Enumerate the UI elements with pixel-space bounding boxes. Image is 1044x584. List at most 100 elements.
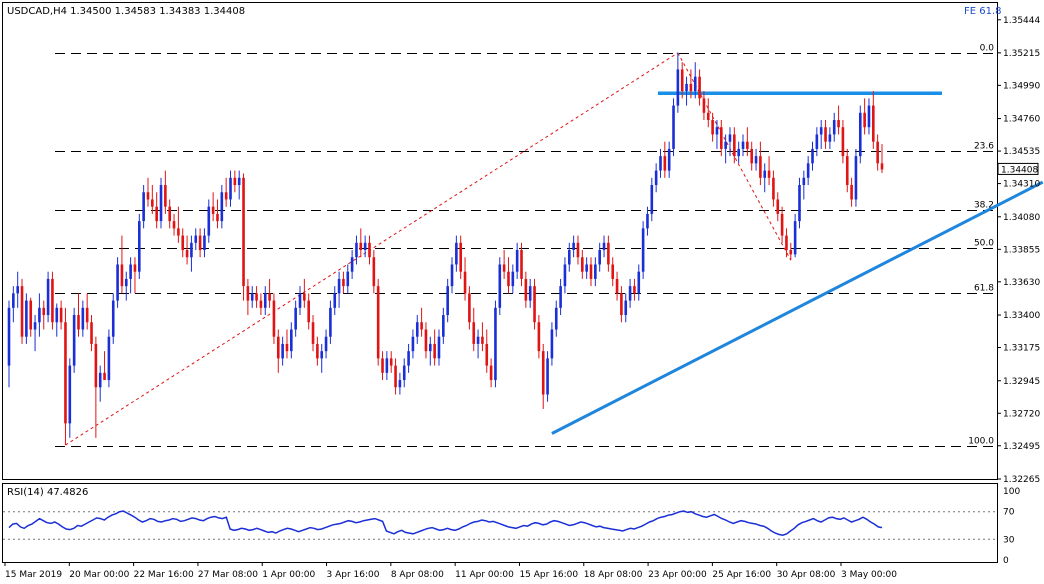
candle-bullish — [763, 170, 767, 178]
candle-bullish — [12, 293, 15, 308]
candle-bearish — [520, 250, 523, 279]
candle-bearish — [472, 322, 476, 344]
candle-bearish — [706, 112, 710, 121]
candle-bullish — [116, 264, 119, 301]
candle-bullish — [828, 134, 832, 142]
candle-bearish — [151, 199, 154, 207]
candle-bullish — [320, 351, 324, 359]
candle-bullish — [572, 242, 575, 251]
candle-bullish — [437, 336, 441, 359]
candle-bullish — [7, 307, 11, 366]
candle-bullish — [628, 286, 632, 301]
candle-bearish — [537, 322, 541, 352]
fib-level-label: 0.0 — [980, 44, 995, 54]
rsi-level-label: 100 — [1003, 487, 1020, 497]
candle-bullish — [203, 235, 206, 251]
candle-bullish — [528, 286, 532, 301]
candle-bullish — [476, 336, 480, 344]
candle-bullish — [385, 358, 389, 373]
candle-bullish — [546, 358, 549, 395]
price-tick-label: 1.34990 — [1003, 81, 1040, 91]
candle-bearish — [468, 293, 471, 323]
candle-bearish — [463, 271, 467, 294]
candle-bearish — [233, 177, 237, 186]
candle-bearish — [789, 250, 793, 255]
support-trendline — [551, 180, 1044, 435]
candle-bullish — [107, 336, 111, 381]
price-panel[interactable] — [2, 2, 998, 480]
candle-bearish — [533, 286, 536, 323]
candle-bearish — [489, 365, 493, 381]
candle-bearish — [845, 156, 849, 186]
candle-bullish — [415, 322, 419, 337]
candle-bearish — [767, 170, 771, 178]
candle-bearish — [94, 343, 98, 388]
candle-bullish — [16, 286, 19, 294]
rsi-indicator: 100 70 30 0 — [3, 487, 1020, 566]
candle-bullish — [398, 380, 402, 388]
candle-bearish — [876, 141, 879, 164]
fibonacci-levels: 0.0 23.6 38.2 50.0 61.8 100.0 — [55, 44, 997, 447]
price-tick-label: 1.32495 — [1003, 442, 1040, 452]
candle-bearish — [680, 69, 684, 92]
candle-bearish — [863, 112, 866, 128]
price-tick-label: 1.35444 — [1003, 16, 1040, 26]
candle-bearish — [689, 83, 693, 92]
candle-bearish — [780, 213, 784, 236]
candle-bearish — [850, 185, 853, 200]
candle-bearish — [85, 307, 89, 323]
candle-bearish — [481, 336, 484, 344]
candle-bullish — [46, 278, 50, 316]
candle-bullish — [659, 156, 662, 171]
candle-bullish — [737, 148, 740, 157]
candle-bearish — [368, 242, 371, 258]
candle-bullish — [598, 250, 601, 265]
candle-bearish — [633, 286, 636, 294]
candle-bearish — [394, 365, 397, 388]
current-price-label: 1.34408 — [1001, 165, 1038, 175]
time-tick-label: 30 Apr 08:00 — [777, 570, 836, 580]
time-tick-label: 22 Mar 16:00 — [134, 570, 194, 580]
candle-bullish — [802, 177, 806, 186]
candle-bearish — [719, 127, 723, 149]
candle-bullish — [754, 156, 758, 164]
candle-bearish — [342, 278, 345, 287]
candle-bearish — [20, 286, 24, 337]
rsi-line — [8, 510, 883, 536]
price-tick-label: 1.34535 — [1003, 147, 1040, 157]
candle-bullish — [724, 141, 727, 149]
price-tick-label: 1.35215 — [1003, 49, 1040, 59]
fib-level-label: 50.0 — [974, 239, 994, 249]
candle-bearish — [224, 192, 228, 200]
candle-bullish — [646, 213, 649, 229]
candle-bearish — [259, 300, 263, 308]
time-tick-label: 23 Apr 00:00 — [648, 570, 707, 580]
price-tick-label: 1.34080 — [1003, 213, 1040, 223]
candle-bearish — [581, 257, 584, 272]
fib-trace-line — [65, 52, 679, 446]
candle-bullish — [111, 300, 115, 337]
candle-bullish — [294, 307, 297, 330]
candle-bearish — [872, 105, 875, 142]
candle-bearish — [785, 235, 788, 251]
candle-bearish — [168, 206, 172, 222]
candle-bullish — [25, 300, 28, 337]
time-tick-label: 11 Apr 00:00 — [455, 570, 514, 580]
candle-bullish — [854, 156, 858, 200]
candle-bearish — [841, 127, 845, 157]
candle-bullish — [137, 221, 141, 272]
time-tick-label: 20 Mar 00:00 — [69, 570, 129, 580]
rsi-panel[interactable] — [2, 483, 998, 563]
candle-bullish — [281, 343, 284, 359]
candle-bullish — [220, 192, 224, 222]
candle-bullish — [355, 242, 358, 258]
candle-bearish — [376, 286, 380, 359]
candle-bearish — [211, 206, 215, 214]
candle-bullish — [98, 372, 102, 388]
candle-bullish — [428, 343, 432, 352]
candle-bullish — [650, 185, 654, 214]
candle-bullish — [641, 228, 645, 272]
candle-bullish — [207, 206, 211, 236]
candle-bullish — [142, 192, 145, 222]
candle-bullish — [602, 242, 606, 251]
